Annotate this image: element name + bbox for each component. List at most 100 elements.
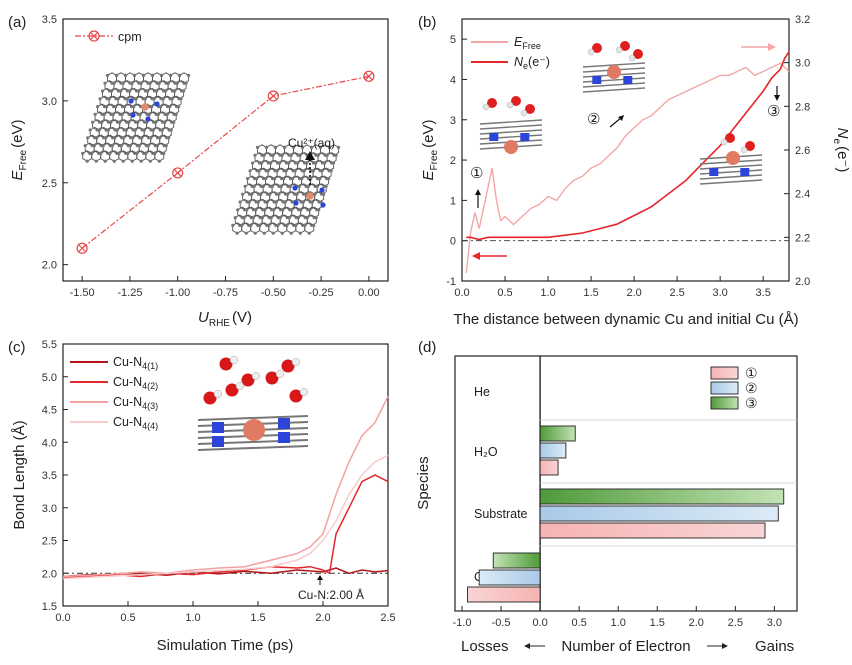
a-xtick-label: 0.00 xyxy=(358,287,379,299)
oxygen-atom xyxy=(592,43,602,53)
legend-ne-tail: (e⁻) xyxy=(528,55,550,69)
carbon-atom xyxy=(179,97,183,101)
carbon-atom xyxy=(291,177,295,181)
carbon-atom xyxy=(327,177,331,181)
carbon-atom xyxy=(286,192,290,196)
b-xtick-label: 2.0 xyxy=(626,287,641,299)
category-label: H₂O xyxy=(474,445,498,459)
carbon-atom xyxy=(121,81,125,85)
carbon-atom xyxy=(111,112,115,116)
legend-sub: 4(3) xyxy=(142,401,158,411)
carbon-atom xyxy=(81,151,85,155)
carbon-atom xyxy=(256,200,260,204)
substrate-layer xyxy=(479,129,543,135)
carbon-atom xyxy=(100,89,105,93)
carbon-atom xyxy=(133,128,137,132)
carbon-atom xyxy=(123,73,128,77)
panel-b-legend: EFree Ne(e⁻) xyxy=(471,35,550,71)
copper-atom xyxy=(607,65,621,79)
hydrogen-atom xyxy=(482,103,490,111)
d-xtick-label: 0.5 xyxy=(571,617,586,629)
carbon-atom xyxy=(136,89,141,93)
nitrogen-block xyxy=(212,422,224,433)
nitrogen-atom xyxy=(128,98,134,104)
c-ytick-label: 3.0 xyxy=(42,503,57,515)
carbon-atom xyxy=(121,159,125,163)
carbon-atom xyxy=(92,144,96,148)
hydrogen-atom xyxy=(213,389,223,399)
oxygen-atom xyxy=(289,389,303,403)
carbon-atom xyxy=(268,192,272,196)
carbon-atom xyxy=(266,169,270,173)
legend-ne-main: N xyxy=(514,55,524,69)
hydrogen-atom xyxy=(291,357,301,367)
carbon-atom xyxy=(261,184,265,188)
nitrogen-block xyxy=(709,168,719,176)
carbon-atom xyxy=(253,231,257,235)
b-ytick-label: 5 xyxy=(450,34,456,46)
carbon-atom xyxy=(130,159,134,163)
hydrogen-atom xyxy=(615,46,623,54)
carbon-atom xyxy=(156,112,160,116)
carbon-atom xyxy=(245,208,249,212)
lattice-hex xyxy=(176,80,187,92)
panel-d-xlabel: Losses Number of Electron Gains xyxy=(461,638,794,655)
legend-main: Cu-N xyxy=(113,395,142,409)
right-axis-arrow xyxy=(741,43,776,51)
svg-text:EFree(eV): EFree(eV) xyxy=(9,120,29,181)
copper-atom xyxy=(243,419,265,441)
carbon-atom xyxy=(324,184,328,188)
copper-atom xyxy=(726,151,740,165)
xlabel-main: U xyxy=(198,309,209,326)
carbon-atom xyxy=(168,73,173,77)
bar-1 xyxy=(539,459,559,476)
carbon-atom xyxy=(157,159,161,163)
carbon-atom xyxy=(295,161,300,165)
xlabel-unit: (V) xyxy=(232,309,252,326)
nitrogen-block xyxy=(592,76,602,84)
carbon-atom xyxy=(252,184,256,188)
c-ytick-label: 5.5 xyxy=(42,339,57,351)
a-xtick-label: -0.25 xyxy=(309,287,334,299)
graphene-lattice-illustration-top xyxy=(81,72,191,163)
b-ytick-label: 3 xyxy=(450,115,456,127)
b-y2label-sub: e xyxy=(831,139,842,145)
structure-snapshot-2 xyxy=(582,41,646,93)
carbon-atom xyxy=(110,144,114,148)
carbon-atom xyxy=(120,112,124,116)
hydrogen-atom xyxy=(628,54,636,62)
structure-snapshot-1 xyxy=(479,96,543,154)
nitrogen-atom xyxy=(145,116,151,122)
a-ytick-label: 3.0 xyxy=(42,96,57,108)
carbon-atom xyxy=(159,73,164,77)
carbon-atom xyxy=(318,177,322,181)
marker-2-arrow xyxy=(609,115,624,128)
carbon-atom xyxy=(126,151,130,155)
carbon-atom xyxy=(253,153,257,157)
panel-c-ticks: 0.0 0.5 1.0 1.5 2.0 2.5 1.5 2.0 2.5 3.0 3.5 4.0 4.5 5… xyxy=(42,339,396,624)
carbon-atom xyxy=(276,223,280,227)
nitrogen-block xyxy=(623,76,633,84)
carbon-atom xyxy=(287,216,291,220)
carbon-atom xyxy=(289,153,293,157)
nitrogen-atom xyxy=(292,185,298,191)
carbon-atom xyxy=(277,161,282,165)
carbon-atom xyxy=(91,120,95,124)
substrate-layer xyxy=(582,87,646,93)
bar-2 xyxy=(539,505,779,522)
oxygen-atom xyxy=(511,96,521,106)
carbon-atom xyxy=(290,208,294,212)
lattice-hex xyxy=(171,95,182,108)
carbon-atom xyxy=(160,128,164,132)
oxygen-atom xyxy=(225,383,239,397)
carbon-atom xyxy=(146,144,150,148)
d-xtick-label: 1.0 xyxy=(611,617,626,629)
carbon-atom xyxy=(140,136,144,140)
carbon-atom xyxy=(139,81,143,85)
carbon-atom xyxy=(139,159,143,163)
carbon-atom xyxy=(118,89,123,93)
carbon-atom xyxy=(161,97,165,101)
carbon-atom xyxy=(247,200,251,204)
carbon-atom xyxy=(128,144,132,148)
b-ylabel-sub: Free xyxy=(429,149,440,170)
